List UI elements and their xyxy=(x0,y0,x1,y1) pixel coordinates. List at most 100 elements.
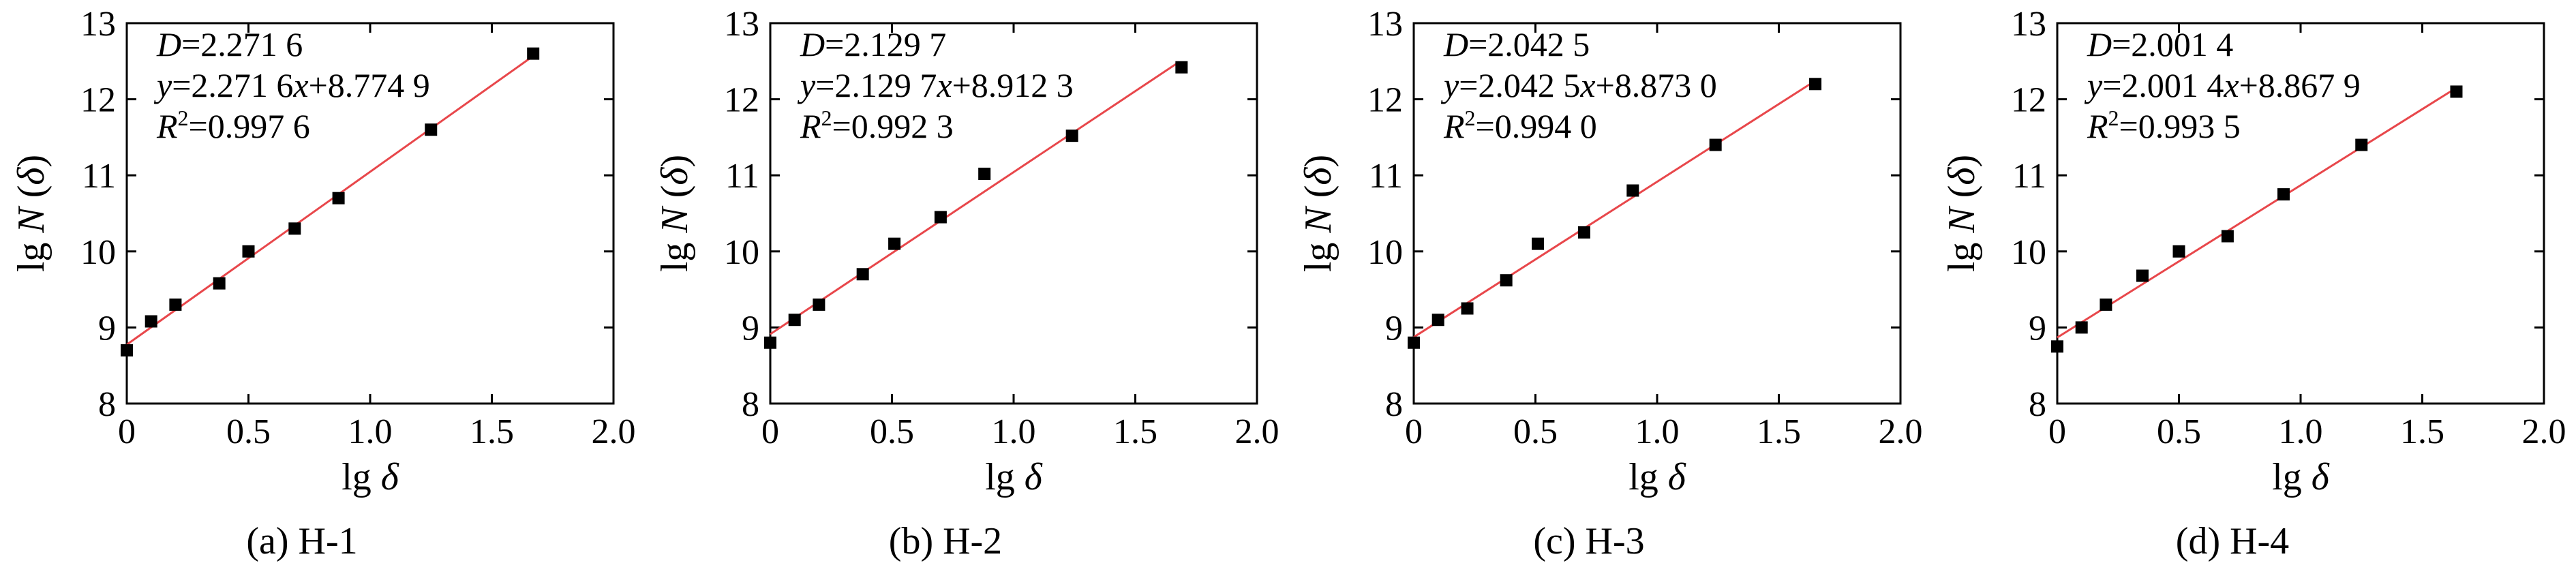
y-tick-label: 10 xyxy=(2011,233,2046,272)
y-axis-title: lg N (δ) xyxy=(10,155,52,272)
fit-line xyxy=(1413,80,1816,338)
fit-annotation: y=2.271 6x+8.774 9 xyxy=(153,66,430,104)
fit-annotation: D=2.271 6 xyxy=(156,25,303,63)
x-tick-label: 1.5 xyxy=(1113,412,1157,451)
data-point xyxy=(888,237,901,250)
chart-panel-4: 0 0.5 1.0 1.5 2.0 8 9 10 11 12 13 D=2.001 4y=2.001 … xyxy=(1941,5,2566,562)
chart-panel-3: 0 0.5 1.0 1.5 2.0 8 9 10 11 12 13 D=2.042 5y=2.042 … xyxy=(1297,5,1923,562)
x-tick-label: 0 xyxy=(118,412,136,451)
y-tick-label: 11 xyxy=(2012,157,2046,196)
data-point xyxy=(2221,230,2234,243)
y-tick-label: 11 xyxy=(82,157,116,196)
x-axis-title: lg δ xyxy=(342,456,399,498)
data-point xyxy=(1577,226,1590,239)
fit-annotation: R2=0.994 0 xyxy=(1443,106,1597,145)
data-point xyxy=(1461,302,1474,315)
x-tick-label: 1.0 xyxy=(992,412,1036,451)
data-point xyxy=(1500,274,1513,287)
y-tick-label: 8 xyxy=(1385,385,1403,424)
panel-caption: (c) H-3 xyxy=(1533,520,1644,562)
x-tick-label: 1.0 xyxy=(1635,412,1680,451)
data-point xyxy=(121,344,133,357)
fit-line xyxy=(770,61,1180,335)
fit-line xyxy=(2057,87,2457,339)
x-tick-label: 1.5 xyxy=(2400,412,2444,451)
data-point xyxy=(527,47,540,60)
x-tick-label: 0 xyxy=(761,412,779,451)
y-tick-label: 12 xyxy=(2011,81,2046,120)
data-point xyxy=(788,314,801,327)
fit-annotation: D=2.001 4 xyxy=(2087,25,2233,63)
y-tick-label: 13 xyxy=(724,5,759,44)
data-point xyxy=(169,298,182,311)
fit-annotation: D=2.042 5 xyxy=(1443,25,1590,63)
data-point xyxy=(813,298,825,311)
data-point xyxy=(978,167,991,180)
y-tick-label: 10 xyxy=(724,233,759,272)
y-axis-title: lg N (δ) xyxy=(1297,155,1339,272)
fit-annotation: R2=0.997 6 xyxy=(156,106,310,145)
data-point xyxy=(2100,298,2112,311)
x-axis-title: lg δ xyxy=(1628,456,1686,498)
data-point xyxy=(1175,61,1188,74)
data-point xyxy=(1532,237,1545,250)
fit-annotation: y=2.042 5x+8.873 0 xyxy=(1440,66,1717,104)
y-tick-label: 13 xyxy=(1367,5,1403,44)
data-point xyxy=(2277,188,2290,201)
y-tick-label: 13 xyxy=(2011,5,2046,44)
y-tick-label: 9 xyxy=(98,309,116,348)
data-point xyxy=(242,245,255,258)
y-tick-label: 12 xyxy=(724,81,759,120)
chart-panel-2: 0 0.5 1.0 1.5 2.0 8 9 10 11 12 13 D=2.129 7y=2.129 … xyxy=(654,5,1279,562)
x-tick-label: 0.5 xyxy=(2157,412,2201,451)
y-axis-title: lg N (δ) xyxy=(654,155,696,272)
y-tick-label: 12 xyxy=(80,81,116,120)
x-tick-label: 2.0 xyxy=(1235,412,1279,451)
x-tick-label: 2.0 xyxy=(592,412,636,451)
y-tick-label: 12 xyxy=(1367,81,1403,120)
y-tick-label: 8 xyxy=(742,385,759,424)
data-point xyxy=(1709,138,1722,151)
panel-caption: (d) H-4 xyxy=(2176,520,2289,562)
x-tick-label: 1.0 xyxy=(2279,412,2323,451)
data-point xyxy=(145,315,157,328)
data-point xyxy=(332,192,345,204)
data-point xyxy=(2355,138,2368,151)
fit-annotation: y=2.129 7x+8.912 3 xyxy=(797,66,1074,104)
x-tick-label: 1.0 xyxy=(348,412,393,451)
y-tick-label: 9 xyxy=(1385,309,1403,348)
data-point xyxy=(288,222,301,235)
data-point xyxy=(764,336,776,349)
x-tick-label: 0 xyxy=(1405,412,1423,451)
y-axis-title: lg N (δ) xyxy=(1941,155,1983,272)
x-axis-title: lg δ xyxy=(985,456,1043,498)
data-point xyxy=(1408,336,1420,349)
fit-annotation: D=2.129 7 xyxy=(800,25,946,63)
fit-annotation: R2=0.993 5 xyxy=(2087,106,2241,145)
data-point xyxy=(2136,269,2149,282)
data-point xyxy=(1809,78,1822,91)
y-tick-label: 11 xyxy=(725,157,759,196)
y-tick-label: 10 xyxy=(80,233,116,272)
x-tick-label: 1.5 xyxy=(1757,412,1801,451)
data-point xyxy=(1065,130,1078,142)
fit-annotation: y=2.001 4x+8.867 9 xyxy=(2084,66,2361,104)
data-point xyxy=(213,277,226,290)
panel-caption: (b) H-2 xyxy=(889,520,1002,562)
x-tick-label: 0 xyxy=(2048,412,2066,451)
y-tick-label: 9 xyxy=(2029,309,2046,348)
fit-annotation: R2=0.992 3 xyxy=(800,106,954,145)
y-tick-label: 10 xyxy=(1367,233,1403,272)
x-axis-title: lg δ xyxy=(2272,456,2330,498)
data-point xyxy=(425,123,438,136)
data-point xyxy=(934,211,947,224)
x-tick-label: 2.0 xyxy=(1879,412,1923,451)
y-tick-label: 9 xyxy=(742,309,759,348)
y-tick-label: 8 xyxy=(2029,385,2046,424)
y-tick-label: 11 xyxy=(1369,157,1403,196)
data-point xyxy=(1431,314,1444,327)
data-point xyxy=(2450,85,2463,98)
chart-panel-1: 0 0.5 1.0 1.5 2.0 8 9 10 11 12 13 D=2.271 6y=2.271 … xyxy=(10,5,636,562)
y-tick-label: 8 xyxy=(98,385,116,424)
